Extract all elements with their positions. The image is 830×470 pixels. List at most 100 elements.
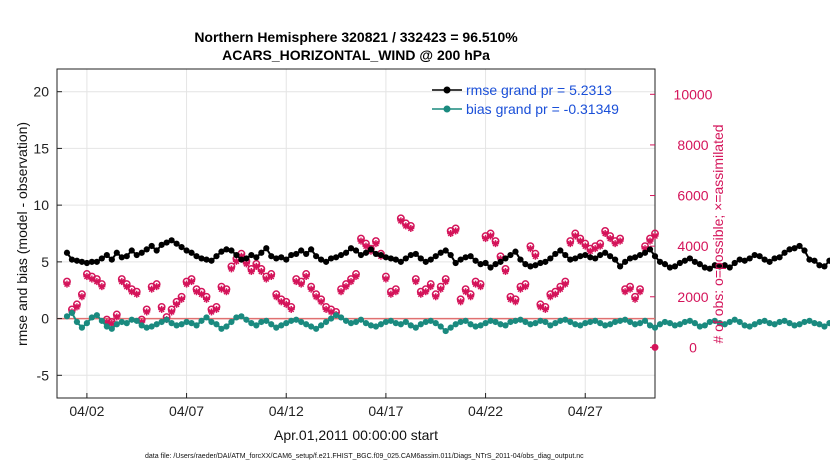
obs-assimilated-point: [292, 278, 300, 286]
obs-assimilated-stroke: [248, 268, 255, 275]
x-tick-label: 04/27: [568, 403, 603, 419]
obs-assimilated-stroke: [412, 278, 419, 285]
rmse-point: [233, 251, 240, 259]
obs-assimilated-point: [342, 283, 350, 291]
obs-assimilated-point: [556, 285, 564, 293]
bias-point: [108, 325, 115, 332]
obs-assimilated-stroke: [542, 306, 549, 313]
bias-point: [412, 324, 419, 331]
obs-assimilated-point: [412, 278, 420, 286]
rmse-point: [153, 247, 160, 254]
obs-assimilated-point: [437, 285, 445, 293]
rmse-point: [617, 263, 624, 270]
obs-assimilated-stroke: [452, 227, 459, 234]
rmse-point: [253, 254, 260, 261]
bias-point: [233, 314, 240, 321]
rmse-point: [283, 256, 290, 263]
obs-assimilated-stroke: [88, 276, 95, 283]
obs-assimilated-point: [586, 247, 594, 255]
obs-assimilated-point: [312, 293, 320, 301]
obs-assimilated-stroke: [507, 296, 514, 303]
bias-point: [721, 321, 728, 328]
obs-assimilated-point: [193, 288, 201, 296]
legend: rmse grand pr = 5.2313 bias grand pr = -…: [432, 82, 619, 117]
rmse-point: [427, 256, 434, 263]
obs-assimilated-stroke: [83, 273, 90, 280]
rmse-point: [188, 249, 195, 256]
left-axis-label: rmse and bias (model - observation): [14, 122, 30, 346]
rmse-point: [88, 258, 95, 265]
rmse-point: [477, 261, 484, 268]
bias-point: [741, 322, 748, 329]
bias-point: [711, 317, 718, 324]
obs-assimilated-stroke: [243, 260, 250, 267]
rmse-point: [482, 259, 489, 267]
bias-point: [357, 316, 365, 323]
obs-assimilated-stroke: [188, 278, 195, 285]
obs-assimilated-point: [153, 283, 161, 291]
bias-point: [138, 322, 145, 329]
bias-point: [168, 320, 175, 327]
obs-assimilated-stroke: [98, 283, 105, 290]
bias-point: [462, 317, 469, 324]
obs-assimilated-stroke: [482, 235, 489, 242]
obs-assimilated-point: [277, 298, 285, 306]
bias-point: [821, 323, 828, 330]
obs-assimilated-stroke: [517, 286, 524, 293]
obs-assimilated-stroke: [472, 281, 479, 288]
x-tick-label: 04/22: [468, 403, 503, 419]
obs-assimilated-point: [272, 293, 280, 301]
rmse-point: [547, 255, 554, 262]
bias-point: [73, 318, 81, 326]
obs-assimilated-stroke: [382, 276, 389, 283]
bias-point: [666, 320, 674, 327]
obs-assimilated-point: [227, 265, 235, 273]
bias-point: [308, 323, 315, 330]
obs-assimilated-point: [591, 245, 599, 253]
bias-point: [103, 323, 110, 330]
x-tick-label: 04/12: [269, 403, 304, 419]
obs-assimilated-point: [63, 280, 71, 288]
obs-assimilated-point: [252, 262, 260, 270]
rmse-point: [243, 255, 250, 262]
rmse-point: [143, 246, 150, 253]
obs-assimilated-point: [387, 290, 395, 298]
obs-assimilated-point: [173, 300, 181, 308]
rmse-point: [412, 250, 419, 258]
rmse-point: [781, 249, 788, 256]
obs-assimilated-stroke: [487, 233, 494, 240]
rmse-point: [293, 250, 300, 258]
obs-assimilated-point: [442, 278, 450, 286]
bias-point: [432, 320, 439, 327]
obs-assimilated-point: [207, 308, 215, 316]
legend-bias-marker: [443, 105, 451, 113]
obs-assimilated-point: [297, 280, 305, 288]
obs-assimilated-stroke: [343, 283, 350, 290]
rmse-point: [68, 256, 76, 263]
obs-assimilated-point: [267, 273, 275, 281]
rmse-point: [631, 254, 639, 261]
obs-assimilated-stroke: [63, 281, 70, 288]
bias-point: [303, 321, 310, 328]
x-tick-label: 04/07: [169, 403, 204, 419]
obs-assimilated-point: [397, 217, 405, 225]
obs-assimilated-point: [477, 283, 485, 291]
obs-assimilated-stroke: [283, 301, 290, 308]
obs-assimilated-stroke: [552, 291, 559, 298]
right-axis-ticks: 0 2000 4000 6000 8000 10000: [650, 86, 713, 355]
rmse-point: [761, 256, 768, 263]
obs-assimilated-stroke: [422, 288, 429, 295]
obs-assimilated-point: [222, 288, 230, 296]
obs-assimilated-stroke: [313, 293, 320, 300]
bias-point: [681, 318, 689, 326]
rmse-point: [268, 253, 275, 260]
obs-assimilated-stroke: [637, 288, 644, 295]
obs-assimilated-stroke: [467, 293, 474, 300]
obs-assimilated-point: [262, 275, 270, 283]
bias-point: [63, 313, 71, 320]
bias-point: [477, 322, 484, 329]
rmse-point: [298, 247, 305, 254]
left-tick-label: 15: [33, 140, 49, 156]
plot-frame: [56, 68, 656, 399]
obs-assimilated-point: [516, 285, 524, 293]
